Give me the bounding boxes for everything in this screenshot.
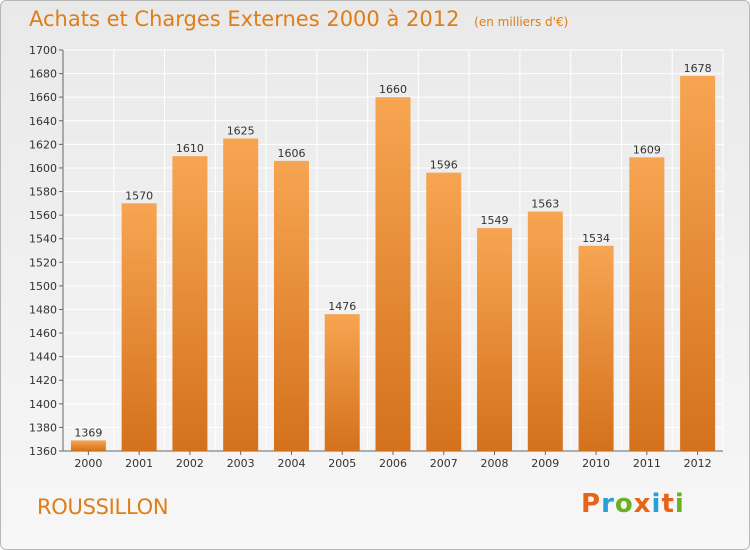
y-tick-label: 1500 [29, 280, 57, 293]
y-tick-label: 1480 [29, 303, 57, 316]
bar [70, 440, 106, 451]
bar-value-label: 1534 [582, 232, 610, 245]
y-tick-label: 1600 [29, 162, 57, 175]
logo-letter: P [581, 489, 602, 519]
bar [223, 138, 259, 452]
bar-value-label: 1660 [379, 83, 407, 96]
x-tick-label: 2005 [328, 457, 356, 470]
logo-letter: o [614, 489, 634, 519]
y-tick-label: 1680 [29, 68, 57, 81]
bar-chart: 1360 1380 1400 1420 1440 1460 1480 1500 1520 1540… [29, 44, 724, 470]
bar [273, 160, 309, 452]
y-tick-label: 1580 [29, 186, 57, 199]
y-tick-label: 1660 [29, 91, 57, 104]
y-tick-label: 1620 [29, 138, 57, 151]
bar-value-label: 1596 [430, 159, 458, 172]
bar-value-label: 1609 [633, 143, 661, 156]
bar [578, 245, 614, 451]
y-tick-label: 1460 [29, 327, 57, 340]
x-tick-label: 2008 [481, 457, 509, 470]
logo-letter: i [651, 489, 662, 519]
bar [527, 211, 563, 451]
bar-value-label: 1476 [328, 300, 356, 313]
bars [70, 75, 716, 452]
x-tick-label: 2002 [176, 457, 204, 470]
x-tick-label: 2010 [582, 457, 610, 470]
bar [629, 157, 665, 451]
labels: 1360 1380 1400 1420 1440 1460 1480 1500 1520 1540… [29, 44, 712, 470]
x-tick-label: 2009 [531, 457, 559, 470]
bar-value-label: 1625 [227, 124, 255, 137]
x-tick-label: 2000 [74, 457, 102, 470]
region-label: ROUSSILLON [37, 495, 169, 519]
x-tick-label: 2001 [125, 457, 153, 470]
y-tick-label: 1520 [29, 256, 57, 269]
chart-subtitle: (en milliers d'€) [474, 15, 569, 29]
bar-value-label: 1570 [125, 189, 153, 202]
y-tick-label: 1560 [29, 209, 57, 222]
y-tick-label: 1360 [29, 445, 57, 458]
bar-value-label: 1563 [531, 198, 559, 211]
bar [477, 228, 513, 451]
bar-value-label: 1369 [74, 426, 102, 439]
bar [324, 314, 360, 451]
y-tick-label: 1540 [29, 233, 57, 246]
logo-letter: i [674, 489, 685, 519]
logo-letter: x [633, 489, 652, 519]
x-tick-label: 2004 [277, 457, 305, 470]
bar [680, 75, 716, 452]
bar [121, 203, 157, 451]
bar-value-label: 1549 [481, 214, 509, 227]
bar [375, 97, 411, 452]
y-tick-label: 1640 [29, 115, 57, 128]
chart-title-line: Achats et Charges Externes 2000 à 2012 (… [29, 7, 568, 31]
logo-letter: r [601, 489, 615, 519]
x-tick-label: 2006 [379, 457, 407, 470]
x-tick-label: 2007 [430, 457, 458, 470]
y-tick-label: 1700 [29, 44, 57, 57]
x-tick-label: 2003 [227, 457, 255, 470]
logo-letter: t [661, 489, 675, 519]
bar-value-label: 1678 [684, 62, 712, 75]
y-tick-label: 1440 [29, 351, 57, 364]
x-tick-label: 2012 [684, 457, 712, 470]
chart-title: Achats et Charges Externes 2000 à 2012 [29, 7, 460, 31]
bar-value-label: 1610 [176, 142, 204, 155]
bar-value-label: 1606 [277, 147, 305, 160]
bar [426, 172, 462, 452]
y-tick-label: 1380 [29, 421, 57, 434]
y-tick-label: 1400 [29, 398, 57, 411]
x-tick-label: 2011 [633, 457, 661, 470]
y-tick-label: 1420 [29, 374, 57, 387]
proxiti-logo[interactable]: Proxiti [581, 489, 685, 519]
bar [172, 156, 208, 451]
